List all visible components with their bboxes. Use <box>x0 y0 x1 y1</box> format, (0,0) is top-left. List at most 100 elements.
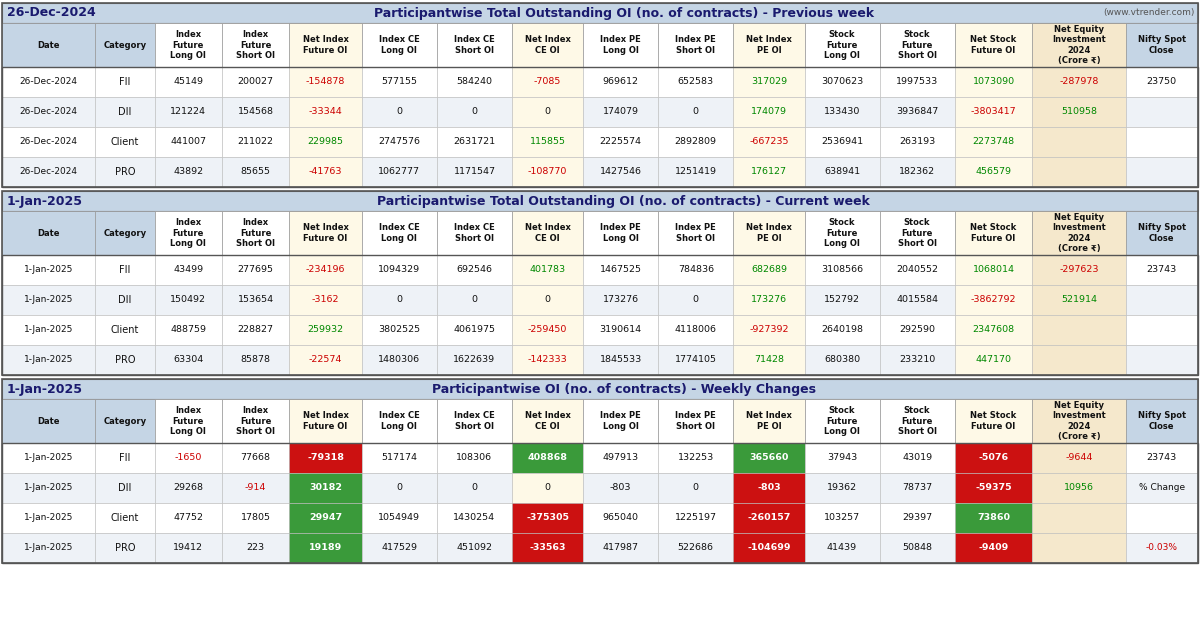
Text: -104699: -104699 <box>748 544 791 553</box>
Text: (www.vtrender.com): (www.vtrender.com) <box>1104 8 1195 18</box>
Bar <box>2 473 95 503</box>
Bar <box>804 399 880 443</box>
Text: 223: 223 <box>247 544 265 553</box>
Text: 3802525: 3802525 <box>378 326 420 335</box>
Text: 1062777: 1062777 <box>378 168 420 176</box>
Bar <box>804 285 880 315</box>
Text: 17805: 17805 <box>241 513 271 522</box>
Text: 2631721: 2631721 <box>454 137 496 147</box>
Text: 1068014: 1068014 <box>972 265 1014 275</box>
Bar <box>362 211 437 255</box>
Bar <box>583 157 659 187</box>
Bar <box>880 23 955 67</box>
Text: 0: 0 <box>692 108 698 117</box>
Text: -927392: -927392 <box>749 326 788 335</box>
Bar <box>222 315 289 345</box>
Text: 365660: 365660 <box>749 454 788 462</box>
Bar <box>804 211 880 255</box>
Bar <box>1032 97 1126 127</box>
Text: 4118006: 4118006 <box>674 326 716 335</box>
Bar <box>2 67 95 97</box>
Bar <box>95 157 155 187</box>
Bar <box>289 315 362 345</box>
Bar <box>437 97 512 127</box>
Bar <box>222 211 289 255</box>
Bar <box>659 157 733 187</box>
Bar <box>2 315 95 345</box>
Text: -375305: -375305 <box>526 513 569 522</box>
Bar <box>1126 211 1198 255</box>
Bar <box>955 473 1032 503</box>
Bar <box>512 503 583 533</box>
Text: 211022: 211022 <box>238 137 274 147</box>
Bar <box>95 97 155 127</box>
Text: 121224: 121224 <box>170 108 206 117</box>
Bar <box>1126 255 1198 285</box>
Bar <box>289 211 362 255</box>
Text: 26-Dec-2024: 26-Dec-2024 <box>19 77 78 86</box>
Text: PRO: PRO <box>115 355 136 365</box>
Bar <box>289 443 362 473</box>
Text: 103257: 103257 <box>824 513 860 522</box>
Bar <box>880 443 955 473</box>
Bar <box>95 443 155 473</box>
Bar <box>955 345 1032 375</box>
Bar <box>733 473 804 503</box>
Bar <box>362 127 437 157</box>
Text: Net Index
Future OI: Net Index Future OI <box>302 35 348 55</box>
Bar <box>512 157 583 187</box>
Text: 1-Jan-2025: 1-Jan-2025 <box>24 513 73 522</box>
Bar <box>880 345 955 375</box>
Text: 132253: 132253 <box>678 454 714 462</box>
Bar <box>583 443 659 473</box>
Bar <box>512 315 583 345</box>
Text: 584240: 584240 <box>456 77 492 86</box>
Text: 1-Jan-2025: 1-Jan-2025 <box>24 454 73 462</box>
Bar <box>2 399 95 443</box>
Text: 969612: 969612 <box>602 77 638 86</box>
Bar <box>222 345 289 375</box>
Bar <box>2 23 95 67</box>
Text: -59375: -59375 <box>976 483 1012 493</box>
Bar <box>2 503 95 533</box>
Text: 43892: 43892 <box>173 168 204 176</box>
Text: Stock
Future
Short OI: Stock Future Short OI <box>898 30 937 60</box>
Text: 4061975: 4061975 <box>454 326 496 335</box>
Bar <box>512 443 583 473</box>
Text: 408868: 408868 <box>528 454 568 462</box>
Text: Net Equity
Investment
2024
(Crore ₹): Net Equity Investment 2024 (Crore ₹) <box>1052 25 1105 65</box>
Text: 115855: 115855 <box>529 137 565 147</box>
Text: 680380: 680380 <box>824 355 860 365</box>
Text: Nifty Spot
Close: Nifty Spot Close <box>1138 223 1186 243</box>
Text: DII: DII <box>119 295 132 305</box>
Text: -108770: -108770 <box>528 168 568 176</box>
Bar <box>804 23 880 67</box>
Text: -5076: -5076 <box>978 454 1008 462</box>
Bar <box>362 97 437 127</box>
Bar <box>1032 255 1126 285</box>
Text: 517174: 517174 <box>382 454 418 462</box>
Bar <box>95 473 155 503</box>
Text: -667235: -667235 <box>749 137 788 147</box>
Bar <box>512 533 583 563</box>
Bar <box>222 127 289 157</box>
Bar <box>1032 399 1126 443</box>
Text: 447170: 447170 <box>976 355 1012 365</box>
Bar <box>289 285 362 315</box>
Bar <box>289 23 362 67</box>
Bar <box>2 3 1198 23</box>
Text: 488759: 488759 <box>170 326 206 335</box>
Text: 29947: 29947 <box>310 513 342 522</box>
Bar <box>1126 399 1198 443</box>
Text: 4015584: 4015584 <box>896 295 938 304</box>
Text: 1774105: 1774105 <box>674 355 716 365</box>
Bar <box>733 23 804 67</box>
Text: DII: DII <box>119 483 132 493</box>
Bar <box>659 23 733 67</box>
Bar <box>659 443 733 473</box>
Text: Net Index
CE OI: Net Index CE OI <box>524 223 570 243</box>
Text: 29397: 29397 <box>902 513 932 522</box>
Bar <box>880 399 955 443</box>
Bar <box>659 285 733 315</box>
Bar <box>222 23 289 67</box>
